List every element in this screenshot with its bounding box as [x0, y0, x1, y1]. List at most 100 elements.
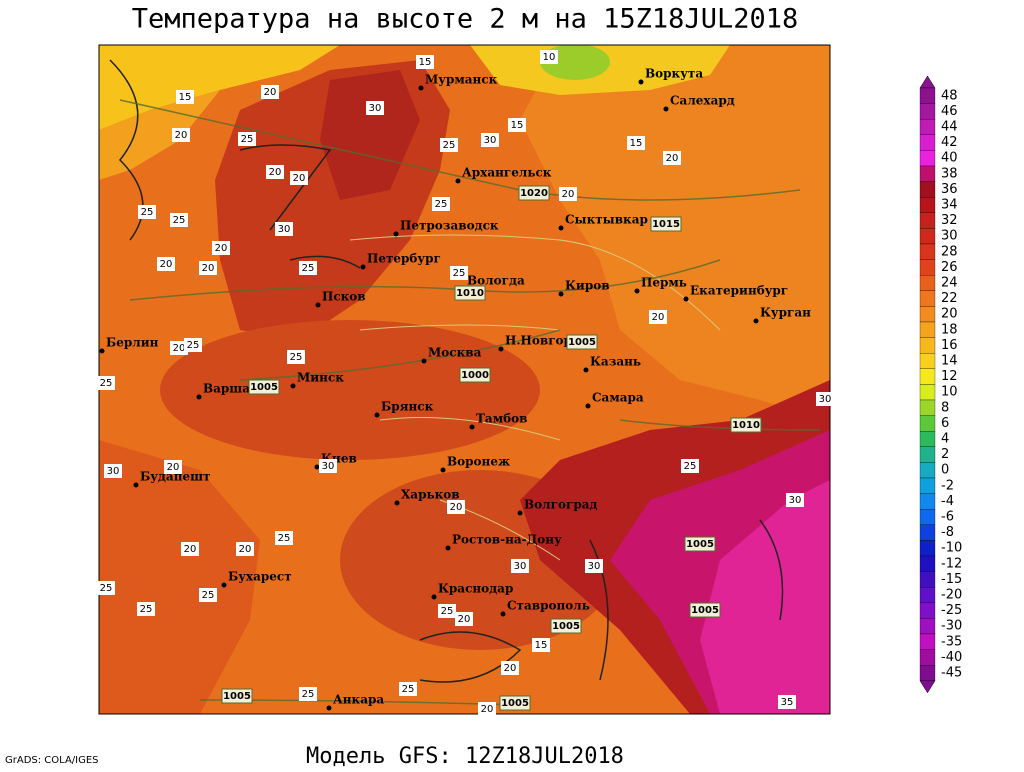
isobar-label-box — [499, 695, 531, 711]
contour-label: 15 — [419, 57, 432, 68]
colorbar-cell — [919, 477, 936, 494]
colorbar-label: -25 — [941, 603, 962, 618]
isobar-label-box — [684, 536, 716, 552]
contour-label-box — [511, 559, 529, 573]
city-dot — [196, 394, 202, 400]
contour-label: 30 — [514, 561, 527, 572]
city-label: Москва — [428, 346, 482, 360]
colorbar-cell — [919, 555, 936, 572]
contour-label-box — [97, 376, 115, 390]
contour-label: 30 — [278, 224, 291, 235]
city-dot — [445, 545, 451, 551]
city-label: Бухарест — [228, 570, 292, 584]
colorbar-cell — [919, 165, 936, 182]
contour-label-box — [157, 257, 175, 271]
contour-label: 30 — [789, 495, 802, 506]
city-dot — [583, 367, 589, 373]
contour-label: 30 — [107, 466, 120, 477]
city-label: Харьков — [401, 488, 460, 502]
contour-label-box — [170, 341, 188, 355]
contour-label-box — [481, 133, 499, 147]
colorbar-cell — [919, 368, 936, 385]
city-label: Петербург — [367, 252, 441, 266]
city-label: Берлин — [106, 336, 159, 350]
contour-label: 20 — [215, 243, 228, 254]
city-label: Самара — [592, 391, 644, 405]
contour-label-box — [238, 132, 256, 146]
colorbar-cell — [919, 649, 936, 666]
colorbar-cell — [919, 587, 936, 603]
contour-label: 20 — [481, 704, 494, 715]
contour-label-box — [236, 542, 254, 556]
colorbar-cell — [919, 602, 936, 619]
contour-label-box — [170, 213, 188, 227]
contour-label: 30 — [819, 394, 832, 405]
contour-label-box — [299, 687, 317, 701]
city-dot — [585, 403, 591, 409]
contour-label: 15 — [179, 92, 192, 103]
colorbar-label: 0 — [941, 463, 949, 478]
isobar-label: 1010 — [732, 420, 760, 431]
colorbar-cell — [919, 290, 936, 307]
city-label: Салехард — [670, 94, 735, 108]
contour-label: 10 — [543, 52, 556, 63]
contour-label: 30 — [484, 135, 497, 146]
contour-label-box — [399, 682, 417, 696]
contour-label-box — [275, 222, 293, 236]
colorbar-label: 10 — [941, 385, 958, 400]
colorbar-label: -20 — [941, 588, 962, 603]
colorbar-cell — [919, 212, 936, 229]
contour-label: 35 — [781, 697, 794, 708]
contour-label-box — [681, 459, 699, 473]
isobar-label-box — [650, 216, 682, 232]
colorbar-cell — [919, 259, 936, 276]
isobar-label: 1005 — [686, 539, 714, 550]
city-label: Петрозаводск — [400, 219, 499, 233]
city-label: Вологда — [467, 274, 525, 288]
contour-label-box — [261, 85, 279, 99]
colorbar-label: -30 — [941, 619, 962, 634]
contour-label-box — [172, 128, 190, 142]
colorbar-cell — [919, 399, 936, 416]
colorbar-cell — [919, 337, 936, 354]
city-dot — [683, 296, 689, 302]
isobar-label-box — [730, 417, 762, 433]
isobar-label: 1005 — [501, 698, 529, 709]
colorbar-cell — [919, 103, 936, 120]
city-dot — [431, 594, 437, 600]
colorbar-arrow — [919, 680, 936, 694]
colorbar-cell — [919, 87, 936, 104]
colorbar-label: 34 — [941, 198, 958, 213]
colorbar-cell — [919, 493, 936, 510]
city-dot — [315, 302, 321, 308]
isobar-label: 1020 — [520, 188, 548, 199]
contour-label: 25 — [140, 604, 153, 615]
city-dot — [455, 178, 461, 184]
contour-label-box — [199, 588, 217, 602]
contour-label: 20 — [504, 663, 517, 674]
city-dot — [421, 358, 427, 364]
city-label: Тамбов — [476, 412, 527, 426]
city-dot — [133, 482, 139, 488]
colorbar-cell — [919, 353, 936, 369]
contour-label-box — [540, 50, 558, 64]
contour-label-box — [786, 493, 804, 507]
colorbar-label: 28 — [941, 244, 958, 259]
colorbar-label: -4 — [941, 494, 954, 509]
colorbar-label: -2 — [941, 478, 954, 493]
colorbar-cell — [919, 275, 936, 291]
contour-label-box — [137, 602, 155, 616]
contour-label-box — [184, 338, 202, 352]
contour-label: 25 — [435, 199, 448, 210]
city-dot — [418, 85, 424, 91]
colorbar-cell — [919, 618, 936, 635]
city-dot — [374, 412, 380, 418]
title: Температура на высоте 2 м на 15Z18JUL201… — [132, 4, 798, 35]
contour-label: 15 — [511, 120, 524, 131]
contour-label-box — [319, 459, 337, 473]
contour-label-box — [627, 136, 645, 150]
contour-label-box — [138, 205, 156, 219]
colorbar-cell — [919, 384, 936, 401]
contour-label-box — [447, 500, 465, 514]
colorbar-cell — [919, 321, 936, 338]
